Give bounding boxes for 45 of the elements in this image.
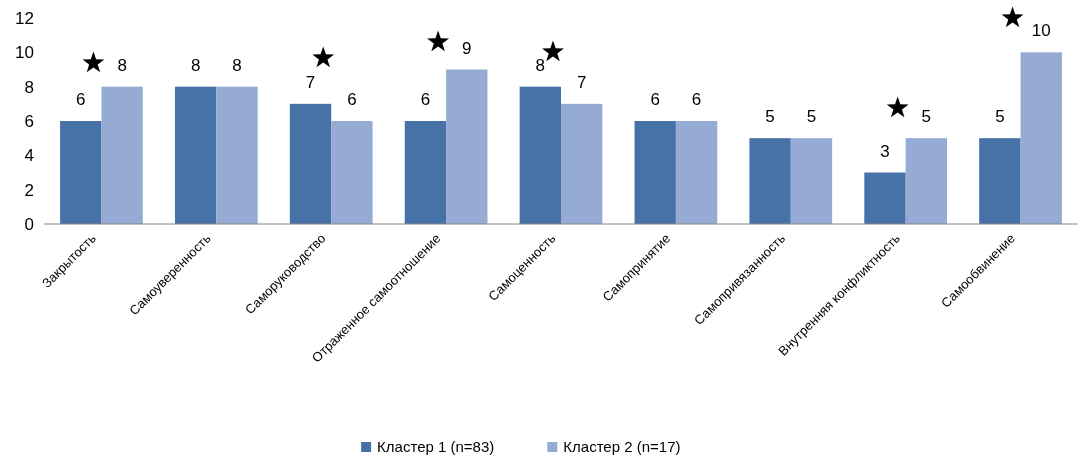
- bar: [561, 103, 603, 224]
- legend-label: Кластер 1 (n=83): [377, 438, 495, 456]
- data-label: 8: [117, 55, 127, 75]
- legend-label: Кластер 2 (n=17): [563, 438, 681, 456]
- bar: [979, 138, 1021, 224]
- data-label: 5: [995, 107, 1005, 127]
- bar: [790, 138, 833, 224]
- bar: [446, 69, 488, 224]
- y-tick-label: 6: [24, 111, 34, 131]
- bar: [1020, 52, 1062, 224]
- bar: [289, 103, 332, 224]
- data-label: 6: [420, 90, 431, 109]
- bar: [60, 121, 102, 224]
- data-label: 8: [232, 55, 242, 75]
- data-label: 7: [305, 72, 316, 92]
- bar: [519, 86, 561, 224]
- data-label: 3: [880, 141, 890, 161]
- data-label: 8: [535, 55, 546, 75]
- y-tick-label: 2: [24, 180, 34, 200]
- y-tick-label: 12: [15, 8, 34, 28]
- data-label: 8: [190, 55, 201, 75]
- y-tick-label: 10: [15, 43, 34, 63]
- bar: [404, 121, 447, 224]
- data-label: 6: [650, 90, 660, 109]
- bar: [216, 86, 258, 224]
- data-label: 6: [76, 90, 86, 109]
- y-tick-label: 0: [24, 214, 34, 234]
- data-label: 5: [806, 107, 817, 127]
- y-tick-label: 8: [24, 77, 34, 97]
- bar: [174, 86, 217, 224]
- y-tick-label: 4: [24, 146, 34, 166]
- data-label: 9: [462, 38, 472, 58]
- bar: [634, 121, 676, 224]
- data-label: 6: [691, 90, 702, 109]
- bar: [749, 138, 791, 224]
- data-label: 5: [921, 107, 932, 127]
- bar: [101, 86, 143, 224]
- data-label: 6: [347, 90, 357, 109]
- bar: [675, 121, 718, 224]
- bar: [331, 121, 373, 224]
- bar: [905, 138, 948, 224]
- data-label: 10: [1031, 21, 1051, 41]
- data-label: 5: [765, 107, 775, 127]
- data-label: 7: [576, 72, 587, 92]
- bar: [864, 172, 906, 224]
